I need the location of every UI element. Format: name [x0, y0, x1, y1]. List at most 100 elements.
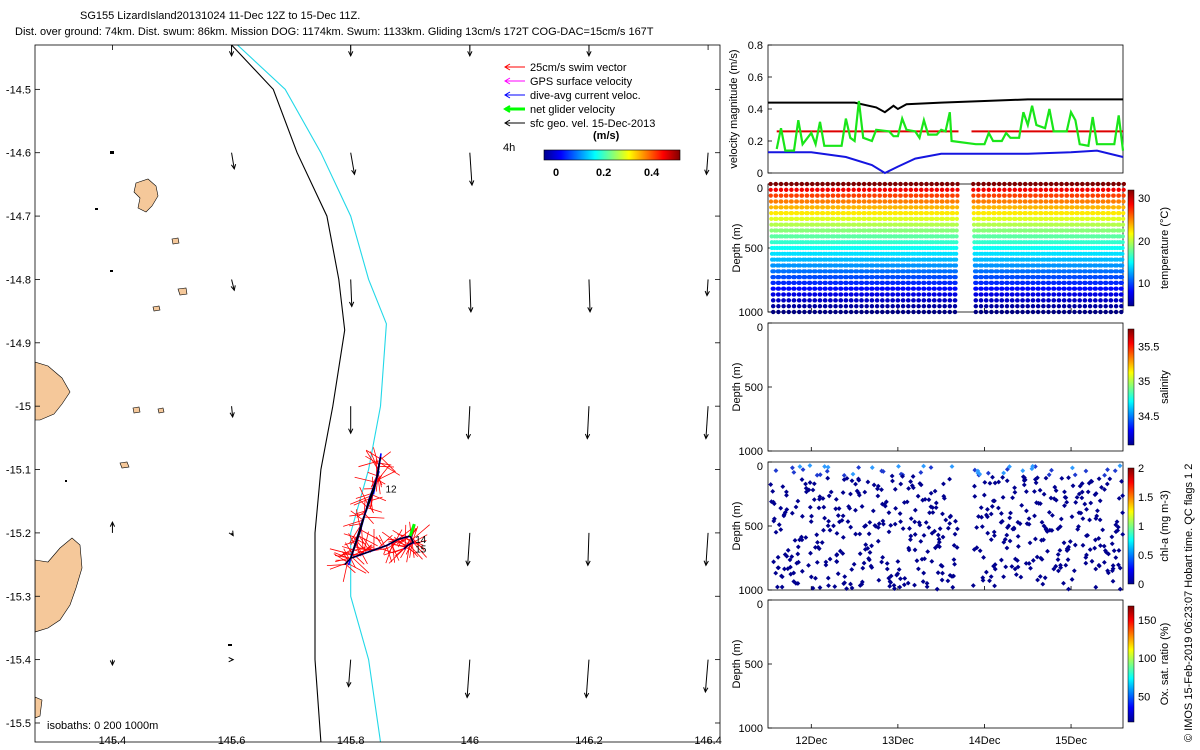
temperature-point: [1069, 181, 1074, 187]
temperature-point: [812, 309, 817, 315]
swim-vector: [342, 561, 349, 582]
map-legend: 4h (m/s) 0 0.2 0.4 25cm/s swim vectorGPS…: [503, 62, 681, 179]
temperature-point: [1057, 263, 1062, 268]
temperature-point: [797, 298, 802, 303]
temperature-point: [1098, 286, 1104, 291]
temperature-point: [838, 304, 843, 309]
chla-point: [1030, 558, 1036, 563]
temperature-point: [932, 304, 937, 309]
temperature-point: [927, 280, 932, 285]
temperature-point: [948, 263, 953, 268]
chl-ylabel: Depth (m): [731, 502, 743, 551]
temperature-point: [860, 257, 865, 262]
temperature-point: [950, 187, 955, 192]
temperature-point: [779, 199, 784, 204]
temperature-point: [771, 275, 777, 280]
temperature-point: [942, 309, 947, 315]
geo-vector-arrow: [703, 532, 709, 567]
temperature-point: [922, 269, 927, 274]
temperature-point: [903, 181, 908, 187]
temperature-point: [916, 309, 921, 315]
temperature-point: [854, 292, 859, 297]
chla-point: [1007, 515, 1013, 521]
chla-point: [827, 527, 833, 533]
temperature-point: [1075, 211, 1080, 216]
temperature-point: [857, 211, 862, 216]
temperature-point: [1073, 257, 1078, 262]
chla-point: [795, 498, 801, 504]
temperature-point: [1036, 292, 1041, 297]
velocity-series-lime: [775, 100, 1125, 152]
temperature-point: [1031, 257, 1037, 262]
chla-point: [1066, 586, 1071, 592]
chla-point: [1041, 491, 1047, 497]
temperature-point: [867, 193, 872, 198]
chla-point: [895, 571, 901, 577]
temperature-point: [789, 187, 794, 192]
chla-point: [882, 503, 888, 509]
chla-point: [978, 505, 984, 510]
land-areas: [35, 151, 232, 719]
chla-point: [1101, 543, 1107, 549]
temperature-point: [1018, 199, 1023, 204]
temperature-point: [940, 199, 945, 204]
temperature-point: [994, 298, 999, 303]
temperature-point: [888, 199, 893, 204]
sal-ytick-label: 500: [745, 382, 763, 394]
temp-ytick-label: 0: [757, 183, 763, 195]
temperature-point: [1050, 228, 1055, 233]
temperature-point: [1021, 257, 1026, 262]
temperature-point: [847, 211, 852, 216]
temperature-point: [1112, 234, 1117, 239]
temperature-point: [985, 257, 990, 262]
temperature-point: [825, 187, 831, 192]
temperature-point: [1039, 216, 1044, 221]
temperature-point: [896, 280, 901, 285]
chla-point: [825, 523, 831, 529]
temperature-point: [1008, 234, 1013, 239]
temperature-point: [1109, 280, 1114, 285]
temperature-point: [824, 257, 829, 262]
temperature-point: [1005, 292, 1010, 297]
temperature-point: [1070, 222, 1075, 227]
temperature-point: [978, 309, 984, 315]
temperature-point: [984, 269, 990, 274]
chla-point: [1109, 541, 1115, 547]
temperature-point: [774, 216, 779, 221]
chla-point: [949, 464, 955, 469]
chla-point: [1023, 560, 1029, 566]
temperature-point: [1054, 181, 1059, 187]
temperature-point: [837, 228, 842, 233]
chla-point: [834, 530, 840, 536]
temperature-point: [950, 199, 955, 204]
temperature-point: [842, 228, 847, 233]
islet-3: [152, 305, 161, 312]
temperature-point: [792, 263, 798, 268]
temperature-point: [1008, 228, 1013, 233]
temperature-point: [795, 222, 800, 227]
chla-point: [940, 570, 945, 576]
chla-point: [879, 559, 885, 565]
temperature-point: [987, 205, 992, 210]
chla-point: [1014, 558, 1020, 563]
temperature-point: [907, 251, 912, 256]
temperature-point: [935, 234, 941, 239]
temperature-point: [781, 298, 786, 303]
temperature-point: [1018, 216, 1023, 221]
temperature-point: [919, 205, 924, 210]
geo-vector-arrow: [348, 279, 355, 308]
temperature-point: [1024, 228, 1029, 233]
temperature-point: [955, 181, 960, 187]
temperature-point: [1026, 251, 1031, 256]
oxy-colorbar-label: Ox. sat. ratio (%): [1159, 623, 1171, 706]
chla-point: [897, 584, 903, 590]
temperature-point: [945, 181, 950, 187]
temperature-point: [1067, 275, 1073, 280]
temperature-point: [982, 234, 987, 239]
chla-point: [936, 539, 942, 545]
temperature-point: [907, 257, 912, 262]
temperature-point: [1121, 205, 1126, 210]
temperature-point: [1016, 263, 1021, 268]
temperature-point: [935, 222, 940, 227]
